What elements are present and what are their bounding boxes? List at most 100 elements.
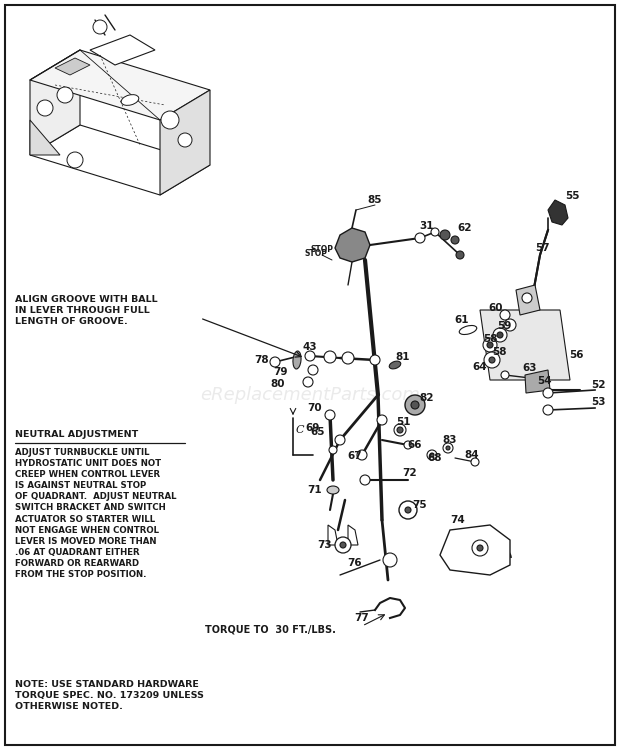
Circle shape (477, 545, 483, 551)
Circle shape (456, 251, 464, 259)
Circle shape (161, 111, 179, 129)
Polygon shape (328, 525, 338, 545)
Text: 82: 82 (420, 393, 434, 403)
Text: 54: 54 (538, 376, 552, 386)
Circle shape (394, 424, 406, 436)
Polygon shape (55, 58, 90, 75)
Circle shape (404, 441, 412, 449)
Polygon shape (30, 50, 210, 120)
Circle shape (471, 458, 479, 466)
Text: 77: 77 (355, 613, 370, 623)
Text: 72: 72 (402, 468, 417, 478)
Circle shape (270, 357, 280, 367)
Text: 55: 55 (565, 191, 579, 201)
Text: 62: 62 (458, 223, 472, 233)
Polygon shape (90, 35, 155, 65)
Text: 66: 66 (408, 440, 422, 450)
Circle shape (489, 357, 495, 363)
Circle shape (431, 228, 439, 236)
Text: C: C (296, 425, 304, 435)
Polygon shape (440, 525, 510, 575)
Text: 73: 73 (317, 540, 332, 550)
Circle shape (411, 401, 419, 409)
Circle shape (397, 427, 403, 433)
Circle shape (522, 293, 532, 303)
Circle shape (93, 20, 107, 34)
Text: eReplacementParts.com: eReplacementParts.com (200, 386, 420, 404)
Circle shape (504, 319, 516, 331)
Text: ADJUST TURNBUCKLE UNTIL
HYDROSTATIC UNIT DOES NOT
CREEP WHEN CONTROL LEVER
IS AG: ADJUST TURNBUCKLE UNTIL HYDROSTATIC UNIT… (15, 448, 177, 579)
Polygon shape (30, 50, 80, 155)
Text: 80: 80 (271, 379, 285, 389)
Text: 59: 59 (497, 321, 511, 331)
Circle shape (325, 410, 335, 420)
Text: 51: 51 (396, 417, 410, 427)
Text: 70: 70 (308, 403, 322, 413)
Text: 43: 43 (303, 342, 317, 352)
Polygon shape (30, 120, 60, 155)
Text: 31: 31 (420, 221, 434, 231)
Text: 74: 74 (451, 515, 466, 525)
Text: 75: 75 (413, 500, 427, 510)
Text: NOTE: USE STANDARD HARDWARE
TORQUE SPEC. NO. 173209 UNLESS
OTHERWISE NOTED.: NOTE: USE STANDARD HARDWARE TORQUE SPEC.… (15, 680, 204, 711)
Text: 67: 67 (348, 451, 362, 461)
Circle shape (440, 230, 450, 240)
Circle shape (493, 328, 507, 342)
Polygon shape (516, 285, 540, 315)
Circle shape (67, 152, 83, 168)
Text: 52: 52 (591, 380, 605, 390)
Ellipse shape (459, 326, 477, 334)
Circle shape (543, 388, 553, 398)
Text: 76: 76 (348, 558, 362, 568)
Text: 69: 69 (306, 423, 320, 433)
Polygon shape (480, 310, 570, 380)
Text: 63: 63 (523, 363, 538, 373)
Circle shape (178, 133, 192, 147)
Circle shape (342, 352, 354, 364)
Text: 79: 79 (273, 367, 287, 377)
Circle shape (427, 450, 437, 460)
Circle shape (335, 435, 345, 445)
Circle shape (443, 443, 453, 453)
Circle shape (329, 446, 337, 454)
Circle shape (335, 537, 351, 553)
Circle shape (500, 310, 510, 320)
Circle shape (360, 475, 370, 485)
Polygon shape (548, 200, 568, 225)
Circle shape (305, 351, 315, 361)
Ellipse shape (293, 351, 301, 369)
Text: 53: 53 (591, 397, 605, 407)
Text: 58: 58 (492, 347, 507, 357)
Circle shape (303, 377, 313, 387)
Circle shape (340, 542, 346, 548)
Text: 57: 57 (536, 243, 551, 253)
Circle shape (451, 236, 459, 244)
Text: 85: 85 (368, 195, 383, 205)
Circle shape (57, 87, 73, 103)
Circle shape (415, 233, 425, 243)
Text: 65: 65 (311, 427, 326, 437)
Circle shape (487, 342, 493, 348)
Text: NEUTRAL ADJUSTMENT: NEUTRAL ADJUSTMENT (15, 430, 138, 439)
Text: TORQUE TO  30 FT./LBS.: TORQUE TO 30 FT./LBS. (205, 625, 336, 635)
Polygon shape (335, 228, 370, 262)
Circle shape (377, 415, 387, 425)
Polygon shape (525, 370, 550, 393)
Circle shape (370, 355, 380, 365)
Circle shape (483, 338, 497, 352)
Polygon shape (348, 525, 358, 545)
Text: STOP: STOP (304, 248, 327, 257)
Circle shape (543, 405, 553, 415)
Circle shape (308, 365, 318, 375)
Circle shape (497, 332, 503, 338)
Text: 71: 71 (308, 485, 322, 495)
Circle shape (357, 450, 367, 460)
Text: STOP: STOP (311, 245, 334, 254)
Text: 56: 56 (569, 350, 583, 360)
Polygon shape (30, 125, 210, 195)
Circle shape (37, 100, 53, 116)
Text: 60: 60 (489, 303, 503, 313)
Circle shape (501, 371, 509, 379)
Circle shape (472, 540, 488, 556)
Ellipse shape (122, 94, 139, 105)
